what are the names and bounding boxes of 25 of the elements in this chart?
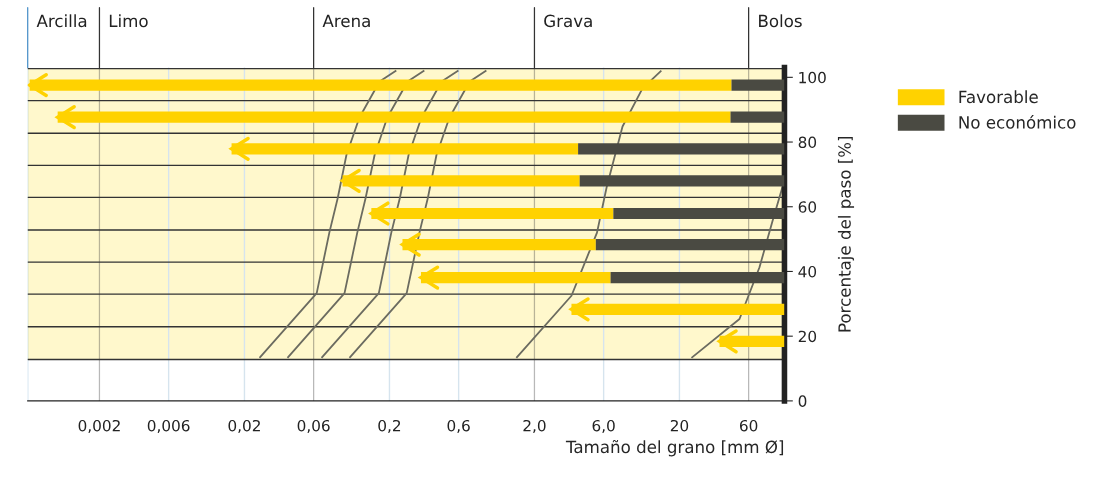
y-tick-label: 40 (798, 265, 817, 278)
x-tick-label: 2,0 (523, 419, 546, 434)
ref-line-label: Arena (322, 14, 370, 28)
y-tick-label: 100 (799, 71, 826, 84)
x-tick-label: 0,002 (78, 419, 120, 434)
y-tick-label: 60 (798, 201, 817, 213)
x-tick-label: 0,2 (378, 419, 401, 434)
x-tick-label: 60 (739, 419, 758, 432)
y-tick-label: 20 (798, 330, 817, 343)
x-tick-label: 0,006 (147, 419, 190, 434)
y-axis-title: Porcentaje del paso [%] (837, 136, 855, 332)
x-tick-label: 0,02 (228, 419, 260, 434)
y-tick-label: 0 (798, 395, 807, 407)
legend-label: Favorable (959, 90, 1038, 104)
ref-line-label: Arcilla (36, 14, 87, 28)
y-tick-label: 80 (798, 136, 817, 149)
x-tick-label: 0,06 (297, 419, 330, 434)
ref-line-label: Bolos (759, 14, 802, 28)
ref-line-label: Limo (109, 14, 148, 28)
ref-line-label: Grava (544, 14, 592, 28)
x-tick-label: 20 (670, 419, 689, 432)
x-tick-label: 0,6 (447, 419, 470, 434)
x-axis-title: Tamaño del grano [mm Ø] (565, 439, 784, 457)
legend-label: No económico (959, 115, 1076, 129)
x-tick-label: 6,0 (592, 419, 615, 434)
